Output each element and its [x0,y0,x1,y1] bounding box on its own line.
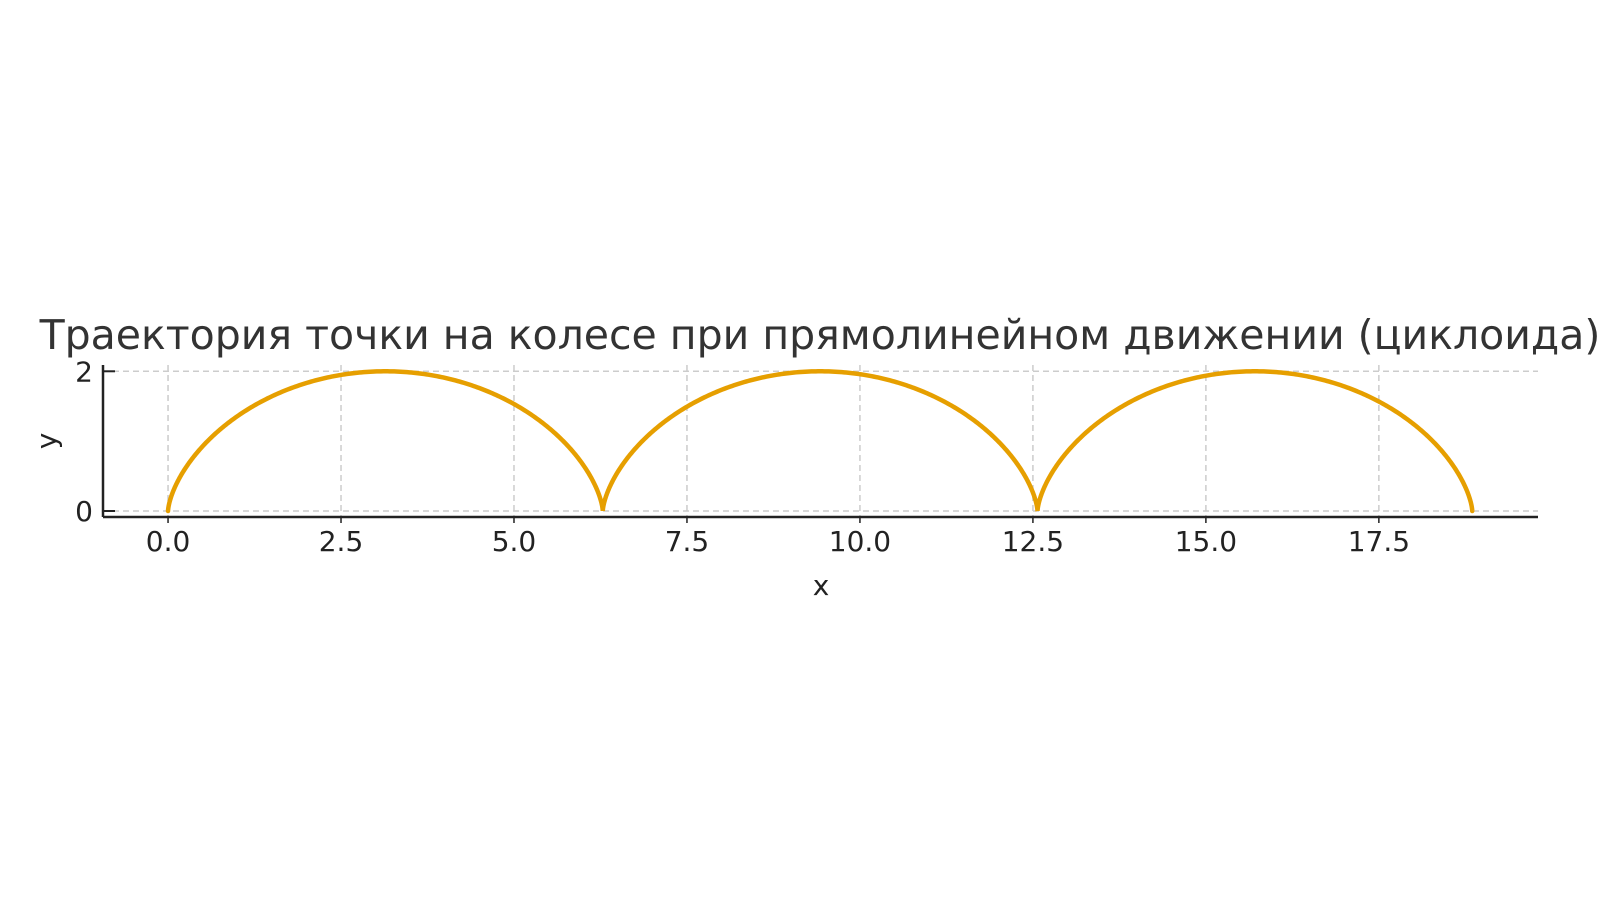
x-tick-label: 2.5 [319,525,364,558]
axes [101,365,1538,519]
y-tick-label: 0 [75,495,93,528]
chart-title: Траектория точки на колесе при прямолине… [39,311,1600,359]
x-tick-label: 15.0 [1175,525,1237,558]
x-tick-label: 5.0 [492,525,537,558]
x-tick-label: 7.5 [665,525,710,558]
y-axis-label: y [30,433,63,450]
y-tick-label: 2 [75,355,93,388]
x-tick-label: 10.0 [829,525,891,558]
cycloid-line [165,369,1475,514]
x-tick-label: 0.0 [146,525,191,558]
x-tick-label: 17.5 [1348,525,1410,558]
x-axis-label: x [813,569,830,602]
grid [103,365,1538,517]
x-tick-label: 12.5 [1002,525,1064,558]
ticks: 0.0 2.5 5.0 7.5 10.0 12.5 15.0 17.5 0 2 [75,355,1410,558]
